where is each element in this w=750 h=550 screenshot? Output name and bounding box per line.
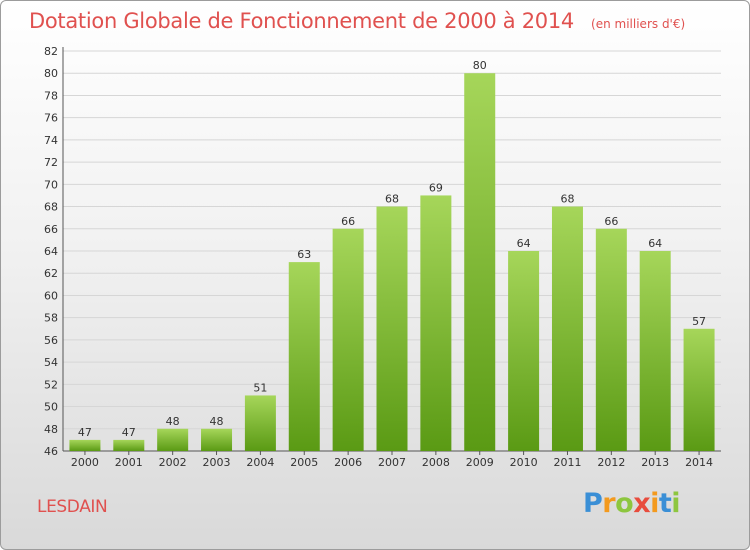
bar [157,428,189,451]
x-tick-label: 2010 [510,456,538,469]
bar [113,439,145,451]
y-tick-label: 76 [44,112,58,125]
data-label: 63 [297,248,311,261]
bar [376,206,408,451]
bar [420,195,452,451]
data-label: 68 [560,193,574,206]
x-tick-label: 2000 [71,456,99,469]
x-tick-label: 2012 [597,456,625,469]
data-label: 47 [78,426,92,439]
y-tick-label: 80 [44,67,58,80]
bar [639,251,671,451]
y-tick-label: 72 [44,156,58,169]
y-tick-label: 68 [44,201,58,214]
y-tick-label: 48 [44,423,58,436]
data-label: 57 [692,315,706,328]
logo-letter: o [615,488,634,519]
data-label: 47 [122,426,136,439]
y-tick-label: 66 [44,223,58,236]
y-tick-label: 60 [44,289,58,302]
data-label: 48 [210,415,224,428]
bar [551,206,583,451]
y-tick-label: 46 [44,445,58,458]
chart-unit: (en milliers d'€) [591,17,686,31]
bar [464,73,496,451]
bar [683,328,715,451]
x-tick-label: 2003 [203,456,231,469]
bar [508,251,540,451]
x-tick-label: 2005 [290,456,318,469]
data-label: 64 [648,237,662,250]
y-tick-label: 78 [44,89,58,102]
y-tick-label: 52 [44,378,58,391]
data-label: 80 [473,59,487,72]
data-label: 66 [341,215,355,228]
y-tick-label: 64 [44,245,58,258]
y-tick-label: 74 [44,134,58,147]
bar [201,428,233,451]
x-tick-label: 2009 [466,456,494,469]
data-label: 51 [253,381,267,394]
commune-name: LESDAIN [37,497,108,517]
x-tick-label: 2002 [159,456,187,469]
logo-letter: i [671,488,681,519]
x-tick-label: 2014 [685,456,713,469]
y-tick-label: 54 [44,356,58,369]
data-label: 68 [385,193,399,206]
data-label: 48 [166,415,180,428]
x-tick-label: 2004 [246,456,274,469]
x-tick-label: 2008 [422,456,450,469]
data-label: 64 [517,237,531,250]
y-tick-label: 62 [44,267,58,280]
chart-title-row: Dotation Globale de Fonctionnement de 20… [29,9,685,33]
logo-letter: t [658,488,672,519]
chart-title: Dotation Globale de Fonctionnement de 20… [29,9,574,33]
bar [288,262,320,451]
y-tick-label: 50 [44,401,58,414]
y-tick-label: 58 [44,312,58,325]
proxiti-logo[interactable]: Proxiti [583,488,681,519]
data-label: 69 [429,181,443,194]
x-tick-label: 2001 [115,456,143,469]
y-tick-label: 82 [44,45,58,58]
logo-letter: r [602,488,616,519]
bar [595,228,627,451]
logo-letter: P [583,488,603,519]
y-tick-label: 70 [44,178,58,191]
y-tick-label: 56 [44,334,58,347]
bar [332,228,364,451]
x-tick-label: 2013 [641,456,669,469]
logo-letter: x [633,488,651,519]
x-tick-label: 2007 [378,456,406,469]
logo-letter: i [650,488,659,519]
bar [244,395,276,451]
data-label: 66 [604,215,618,228]
x-tick-label: 2011 [553,456,581,469]
x-tick-label: 2006 [334,456,362,469]
bar [69,439,101,451]
